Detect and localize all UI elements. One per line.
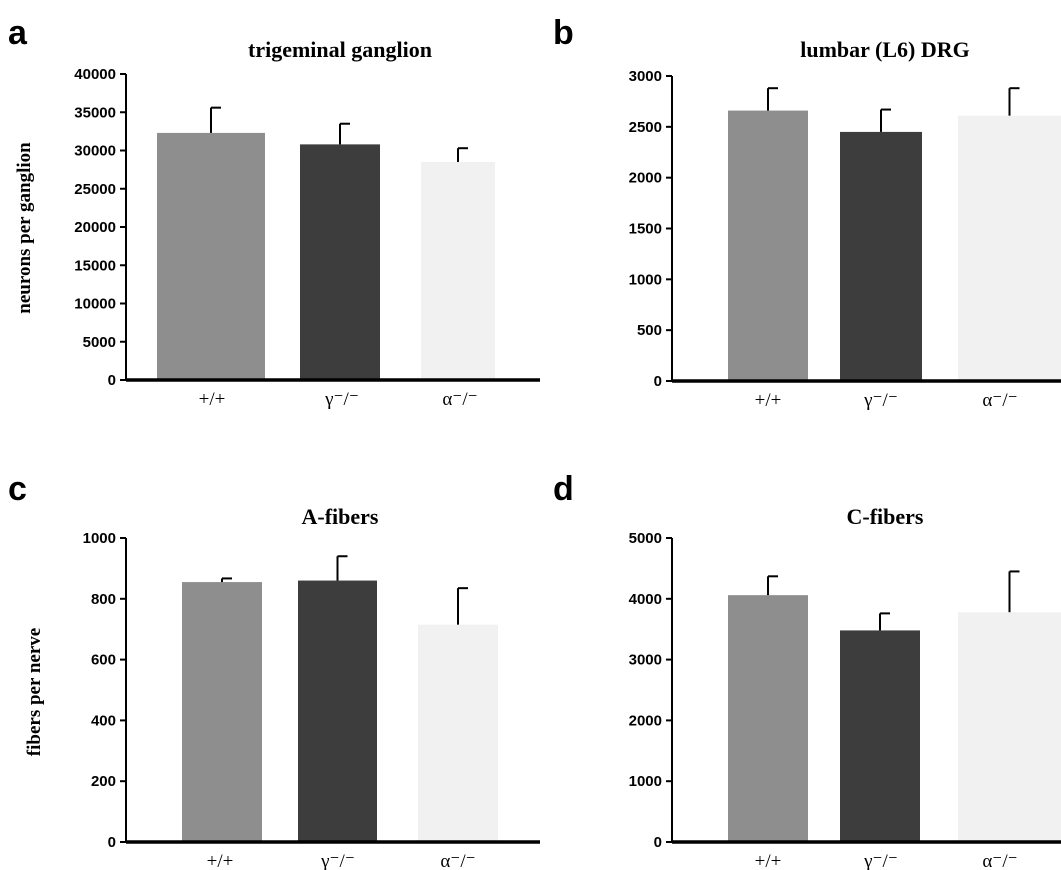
bar-b-1 — [840, 131, 922, 381]
y-tick-label-d-3: 3000 — [629, 652, 662, 669]
x-tick-label-a-2: α⁻/⁻ — [442, 389, 477, 410]
x-tick-label-b-2: α⁻/⁻ — [982, 390, 1017, 411]
x-tick-label-a-0: +/+ — [199, 389, 226, 410]
y-tick-label-c-5: 1000 — [83, 530, 116, 547]
y-tick-label-b-3: 1500 — [629, 221, 662, 238]
y-tick-label-c-0: 0 — [108, 834, 116, 851]
plots-layer: +/+ γ⁻/⁻ α⁻/⁻05000100001500020000250003000… — [74, 66, 1061, 870]
x-tick-label-b-0: +/+ — [755, 390, 782, 411]
panel-letter-a: a — [8, 14, 28, 52]
ylabel-top: neurons per ganglion — [14, 142, 35, 314]
y-tick-label-a-1: 5000 — [83, 334, 116, 351]
chart-title-c: A-fibers — [302, 504, 379, 529]
y-tick-label-a-3: 15000 — [74, 257, 116, 274]
x-tick-label-d-2: α⁻/⁻ — [982, 851, 1017, 870]
bar-c-1 — [298, 580, 377, 842]
y-tick-label-c-2: 400 — [91, 712, 116, 729]
y-tick-label-a-4: 20000 — [74, 219, 116, 236]
y-tick-label-d-0: 0 — [654, 834, 662, 851]
y-tick-label-b-1: 500 — [637, 322, 662, 339]
bar-d-2 — [958, 612, 1061, 842]
bar-d-1 — [840, 630, 920, 842]
y-tick-label-b-0: 0 — [654, 373, 662, 390]
x-tick-label-b-1: γ⁻/⁻ — [863, 390, 898, 411]
x-tick-label-c-2: α⁻/⁻ — [440, 851, 475, 870]
x-tick-label-c-1: γ⁻/⁻ — [320, 851, 355, 870]
y-tick-label-c-3: 600 — [91, 652, 116, 669]
bar-a-1 — [300, 144, 380, 380]
y-tick-label-c-4: 800 — [91, 591, 116, 608]
bar-b-0 — [728, 110, 808, 382]
y-tick-label-a-0: 0 — [108, 372, 116, 389]
y-tick-label-b-4: 2000 — [629, 170, 662, 187]
chart-title-a: trigeminal ganglion — [248, 37, 432, 62]
x-tick-label-a-1: γ⁻/⁻ — [324, 389, 359, 410]
y-tick-label-b-5: 2500 — [629, 119, 662, 136]
x-tick-label-c-0: +/+ — [207, 851, 234, 870]
bar-a-2 — [421, 161, 495, 380]
ylabel-bottom: fibers per nerve — [24, 628, 45, 756]
bar-a-0 — [157, 132, 265, 380]
x-tick-label-d-1: γ⁻/⁻ — [863, 851, 898, 870]
panel-letter-d: d — [553, 470, 574, 508]
bar-b-2 — [958, 115, 1061, 382]
bar-d-0 — [728, 595, 808, 842]
y-tick-label-d-2: 2000 — [629, 712, 662, 729]
y-tick-label-a-5: 25000 — [74, 181, 116, 198]
y-tick-label-d-5: 5000 — [629, 530, 662, 547]
y-tick-label-b-6: 3000 — [629, 68, 662, 85]
y-tick-label-a-8: 40000 — [74, 66, 116, 83]
chart-title-d: C-fibers — [847, 504, 924, 529]
x-tick-label-d-0: +/+ — [755, 851, 782, 870]
y-tick-label-d-4: 4000 — [629, 591, 662, 608]
chart-title-b: lumbar (L6) DRG — [800, 37, 970, 62]
bar-c-0 — [182, 582, 262, 842]
y-tick-label-d-1: 1000 — [629, 773, 662, 790]
y-tick-label-a-7: 35000 — [74, 104, 116, 121]
bar-c-2 — [418, 624, 498, 842]
panel-letter-b: b — [553, 14, 574, 52]
y-tick-label-c-1: 200 — [91, 773, 116, 790]
panel-letter-c: c — [8, 470, 27, 508]
y-tick-label-a-6: 30000 — [74, 143, 116, 160]
y-tick-label-b-2: 1000 — [629, 271, 662, 288]
y-tick-label-a-2: 10000 — [74, 296, 116, 313]
